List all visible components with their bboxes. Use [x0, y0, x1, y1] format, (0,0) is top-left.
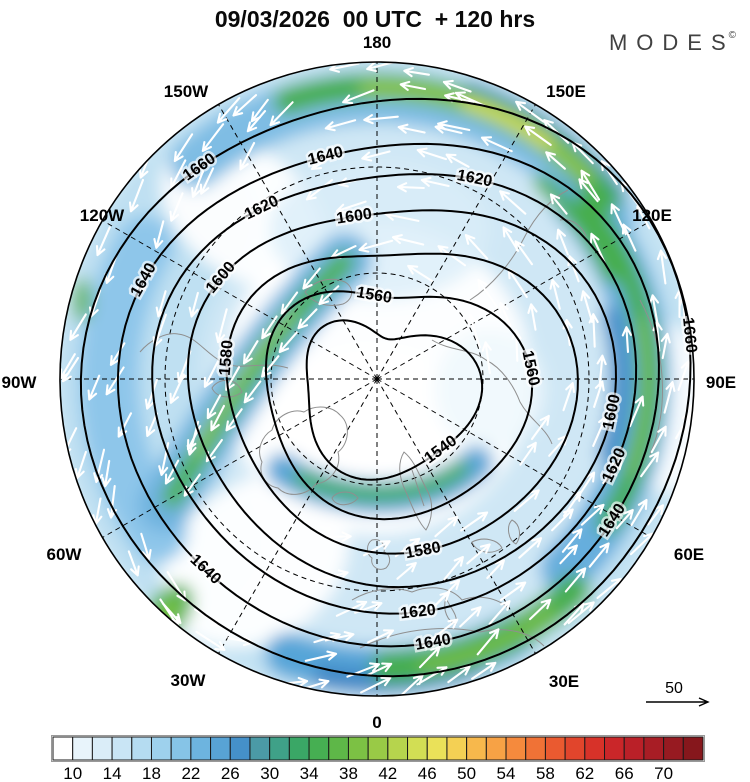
contour-1660 — [79, 97, 692, 678]
colorbar-cell — [190, 736, 212, 761]
height-contours — [79, 97, 692, 678]
colorbar-cell — [328, 736, 349, 761]
colorbar-tick: 66 — [615, 764, 634, 782]
contour-1640 — [116, 142, 660, 648]
contour-1540 — [305, 319, 484, 481]
colorbar-cell — [643, 736, 665, 761]
lon-label-180: 180 — [363, 33, 391, 52]
lon-label-90E: 90E — [706, 373, 736, 392]
colorbar-cell — [249, 736, 271, 761]
colorbar-cell — [505, 736, 527, 761]
colorbar-cell — [308, 736, 330, 761]
colorbar: 10 14 18 22 26 30 34 38 42 46 50 54 58 62 66 70 — [51, 735, 705, 782]
colorbar-tick: 62 — [575, 764, 594, 782]
colorbar-cell — [407, 736, 428, 761]
colorbar-cell — [52, 736, 74, 761]
colorbar-cell — [91, 736, 113, 761]
colorbar-cell — [131, 736, 152, 761]
colorbar-tick: 42 — [378, 764, 397, 782]
lon-label-60E: 60E — [674, 545, 704, 564]
colorbar-cell — [485, 736, 507, 761]
colorbar-tick: 26 — [221, 764, 240, 782]
colorbar-tick: 18 — [142, 764, 161, 782]
modes-logo-text: MODES — [608, 30, 735, 55]
lon-label-90W: 90W — [2, 373, 38, 392]
contour-1620 — [151, 173, 638, 615]
colorbar-cell — [367, 736, 389, 761]
contour-1600 — [186, 209, 617, 589]
colorbar-cell — [446, 736, 468, 761]
colorbar-cell — [72, 736, 93, 761]
copyright-mark: © — [728, 30, 736, 41]
chart-title: 09/03/2026 00 UTC + 120 hrs — [214, 6, 536, 32]
colorbar-tick: 58 — [536, 764, 555, 782]
colorbar-cell — [682, 736, 704, 761]
colorbar-cell — [525, 736, 546, 761]
colorbar-cell — [288, 736, 310, 761]
contour-1580 — [225, 252, 579, 555]
reference-arrow: 50 — [646, 680, 710, 707]
lon-label-120E: 120E — [632, 206, 672, 225]
colorbar-cell — [663, 736, 684, 761]
colorbar-tick: 70 — [654, 764, 673, 782]
colorbar-tick: 54 — [497, 764, 516, 782]
colorbar-cell — [623, 736, 645, 761]
colorbar-cell — [229, 736, 251, 761]
lon-label-150E: 150E — [546, 82, 586, 101]
contour-label: 1580 — [217, 339, 237, 376]
colorbar-cell — [210, 736, 231, 761]
longitude-labels: 180 150E 120E 90E 60E 30E 0 30W 60W 90W 120W 150W — [2, 33, 737, 732]
colorbar-tick: 34 — [300, 764, 319, 782]
lon-label-150W: 150W — [164, 82, 209, 101]
colorbar-tick: 30 — [260, 764, 279, 782]
lon-label-60W: 60W — [47, 545, 83, 564]
lon-label-0: 0 — [372, 713, 381, 732]
colorbar-tick: 10 — [63, 764, 82, 782]
reference-arrow-label: 50 — [665, 680, 683, 697]
colorbar-frame — [51, 735, 705, 762]
colorbar-tick: 50 — [457, 764, 476, 782]
colorbar-cell — [150, 736, 172, 761]
colorbar-cell — [426, 736, 448, 761]
colorbar-cell — [347, 736, 369, 761]
colorbar-tick: 14 — [103, 764, 122, 782]
colorbar-tick: 22 — [181, 764, 200, 782]
colorbar-cell — [387, 736, 409, 761]
colorbar-cell — [269, 736, 290, 761]
modes-logo: MODES© — [609, 30, 736, 56]
colorbar-cell — [604, 736, 625, 761]
colorbar-tick: 38 — [339, 764, 358, 782]
lon-label-30W: 30W — [171, 671, 207, 690]
lon-label-30E: 30E — [549, 672, 579, 691]
map-rim — [59, 61, 695, 697]
colorbar-cell — [466, 736, 487, 761]
colorbar-cell — [564, 736, 586, 761]
colorbar-tick: 46 — [418, 764, 437, 782]
colorbar-cell — [111, 736, 133, 761]
colorbar-cell — [544, 736, 566, 761]
contour-1560 — [265, 290, 534, 521]
colorbar-cell — [170, 736, 192, 761]
colorbar-cell — [584, 736, 606, 761]
lon-label-120W: 120W — [80, 206, 125, 225]
